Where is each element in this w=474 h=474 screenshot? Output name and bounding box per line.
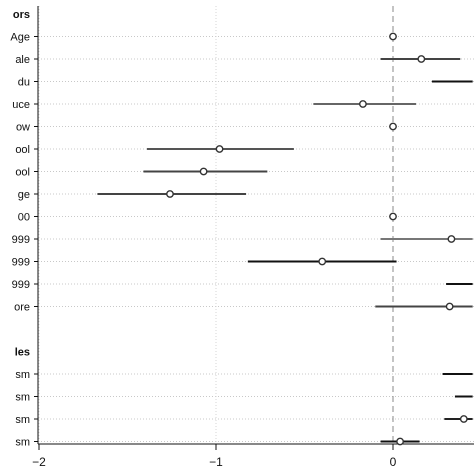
group-header: ors	[13, 9, 30, 21]
row-label: du	[18, 77, 30, 89]
row-label: sm	[15, 414, 30, 426]
x-tick-label: −1	[209, 455, 223, 469]
point-estimate	[417, 55, 426, 63]
row-label: 999	[12, 279, 30, 291]
y-axis-ticks	[34, 36, 38, 442]
point-estimate	[445, 302, 454, 311]
row-label: sm	[15, 437, 30, 449]
point-estimate	[359, 100, 367, 108]
point-estimate	[389, 32, 397, 41]
point-estimate	[166, 190, 174, 198]
row-label: 999	[12, 257, 30, 269]
x-tick-label: 0	[390, 455, 397, 469]
point-estimate	[199, 167, 208, 176]
row-label: ore	[14, 302, 30, 314]
vertical-gridlines	[38, 6, 217, 444]
row-label: 00	[18, 212, 30, 224]
point-estimate	[396, 437, 404, 446]
row-label: ale	[15, 54, 30, 66]
row-label: ool	[15, 167, 30, 179]
row-label: sm	[15, 392, 30, 404]
x-tick-label: −2	[32, 455, 46, 469]
row-label: sm	[15, 369, 30, 381]
x-axis-ticks: −2 −1 0	[32, 444, 397, 469]
confidence-intervals	[97, 58, 473, 443]
point-estimate	[459, 415, 468, 423]
row-label: uce	[12, 99, 30, 111]
row-labels: ors les Age ale du uce ow ool ool ge 00 999 999 999 or…	[10, 9, 30, 449]
row-label: ow	[16, 122, 30, 134]
row-label: Age	[10, 32, 30, 44]
point-estimates	[166, 32, 468, 446]
point-estimate	[447, 235, 456, 243]
point-estimate	[318, 257, 327, 266]
row-label: ool	[15, 144, 30, 156]
point-estimate	[389, 122, 397, 131]
point-estimate	[215, 145, 224, 153]
row-label: ge	[18, 189, 30, 201]
row-label: 999	[12, 234, 30, 246]
group-header: les	[15, 347, 30, 359]
point-estimate	[389, 212, 397, 221]
